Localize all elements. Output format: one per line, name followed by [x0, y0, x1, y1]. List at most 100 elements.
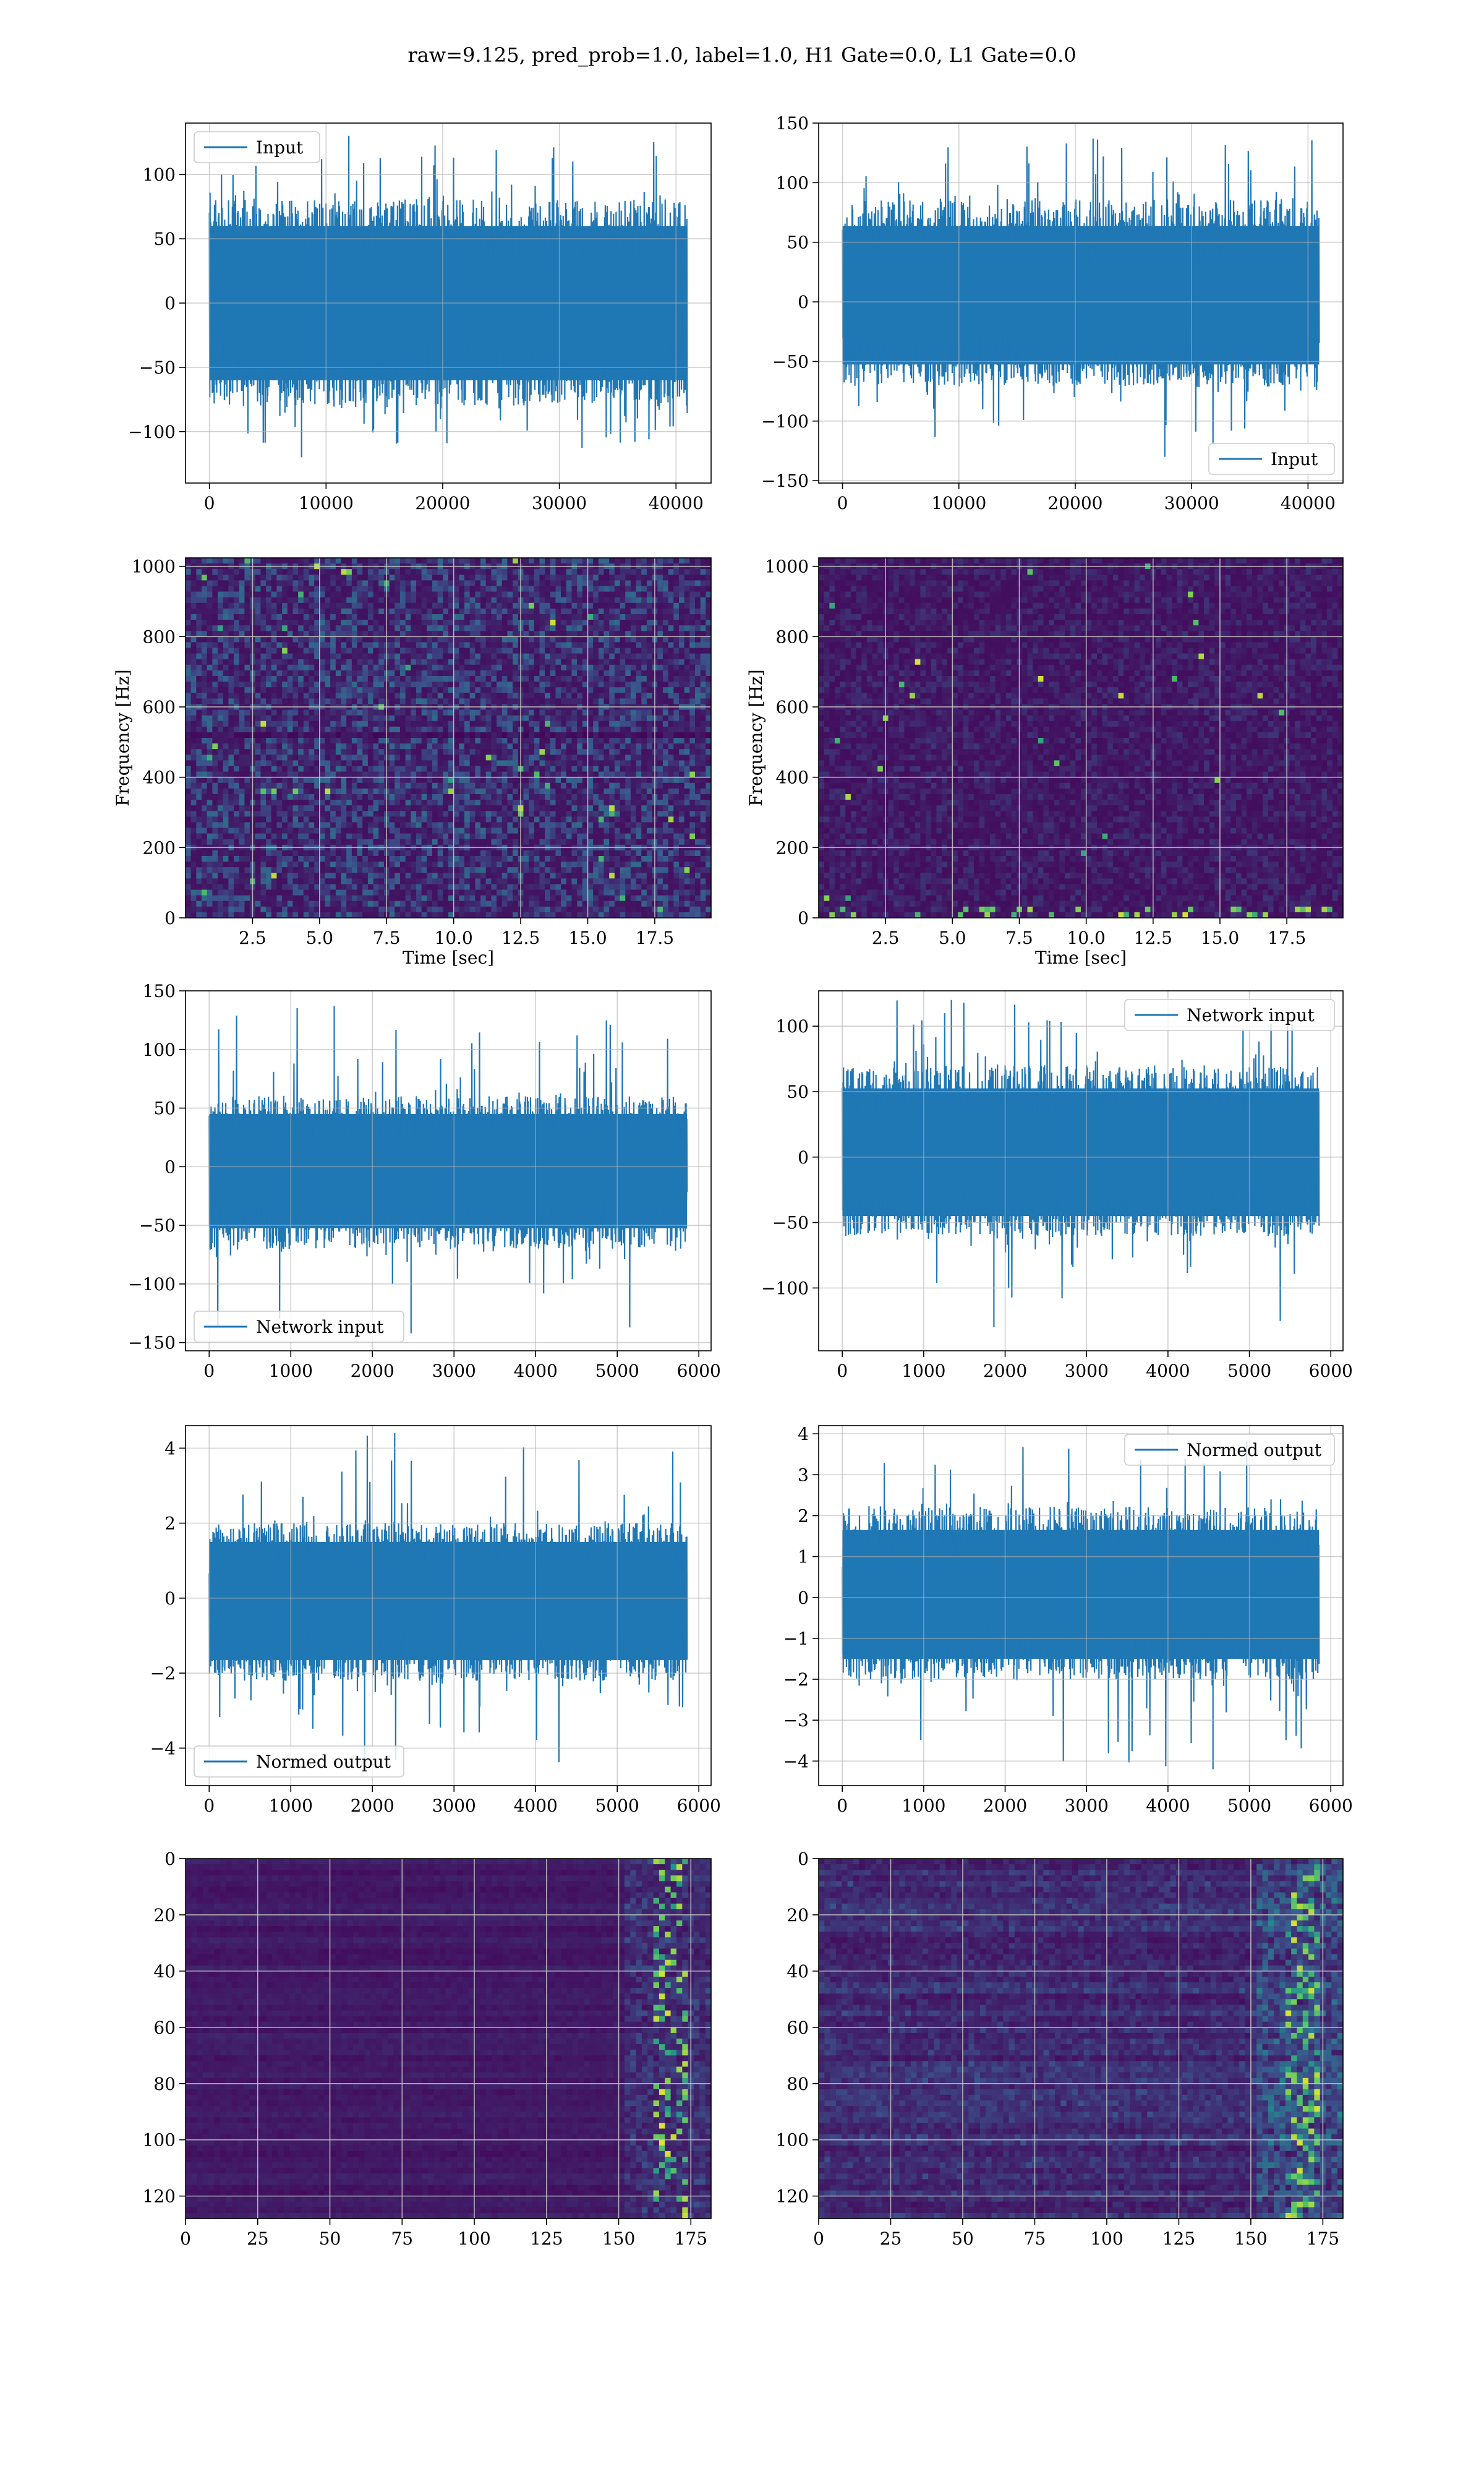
- y-tick-label: 400: [143, 768, 176, 788]
- x-tick-label: 20000: [1047, 493, 1102, 513]
- x-tick-label: 2000: [983, 1796, 1027, 1816]
- x-tick-label: 6000: [1309, 1361, 1353, 1381]
- y-tick-label: 600: [776, 697, 809, 717]
- y-tick-label: 50: [787, 233, 809, 253]
- x-tick-label: 25: [247, 2228, 269, 2249]
- y-tick-label: −100: [761, 1278, 809, 1298]
- x-tick-label: 2000: [351, 1361, 394, 1381]
- subplot-0: 0 10000 20000 30000 40000 −100 −50 0 50 100 Input: [128, 122, 712, 513]
- x-tick-label: 50: [952, 2228, 974, 2249]
- subplot-9: 0 25 50 75 100 125 150 175 0 20 40 60 80 100 120: [776, 1849, 1344, 2249]
- x-tick-label: 20000: [415, 493, 470, 513]
- y-axis-label: Frequency [Hz]: [113, 669, 133, 806]
- x-tick-label: 25: [880, 2228, 902, 2249]
- y-tick-label: 50: [153, 1098, 176, 1119]
- y-tick-label: 1: [798, 1547, 809, 1567]
- legend-label: Input: [1271, 449, 1318, 469]
- subplot-6: 0 1000 2000 3000 4000 5000 6000 −4 −2 0 2 4 Normed o…: [150, 1425, 721, 1816]
- y-tick-label: −100: [128, 422, 176, 442]
- y-tick-label: −1: [783, 1629, 809, 1649]
- y-tick-label: 0: [164, 1849, 176, 1869]
- x-tick-label: 0: [837, 1361, 848, 1381]
- y-tick-label: 20: [787, 1905, 809, 1925]
- x-tick-label: 3000: [1065, 1361, 1109, 1381]
- y-tick-label: 1000: [132, 557, 176, 577]
- y-tick-label: 2: [164, 1513, 176, 1534]
- y-tick-label: 80: [787, 2074, 809, 2094]
- y-tick-label: 200: [143, 837, 176, 858]
- x-tick-label: 12.5: [501, 928, 540, 948]
- y-tick-label: 100: [143, 1040, 176, 1060]
- legend: Input: [194, 131, 320, 163]
- subplot-8: 0 25 50 75 100 125 150 175 0 20 40 60 80 100 120: [143, 1849, 712, 2249]
- axes-frame: [185, 557, 712, 918]
- y-tick-label: 50: [787, 1082, 809, 1102]
- legend-box: [194, 1311, 404, 1343]
- x-tick-label: 0: [837, 493, 848, 513]
- legend-label: Network input: [256, 1317, 384, 1337]
- x-tick-label: 1000: [902, 1361, 945, 1381]
- axes-frame: [818, 557, 1344, 918]
- y-tick-label: 0: [798, 292, 809, 312]
- x-tick-label: 17.5: [636, 928, 674, 948]
- y-tick-label: 0: [164, 908, 176, 928]
- legend-label: Normed output: [1187, 1440, 1322, 1460]
- y-tick-label: 0: [798, 1588, 809, 1608]
- x-tick-label: 2.5: [872, 928, 900, 948]
- x-tick-label: 10.0: [435, 928, 473, 948]
- x-tick-label: 125: [1162, 2228, 1195, 2249]
- y-tick-label: −50: [139, 357, 176, 378]
- y-tick-label: −100: [761, 411, 809, 432]
- x-tick-label: 0: [204, 493, 215, 513]
- x-tick-label: 4000: [514, 1361, 558, 1381]
- axes-frame: [185, 1858, 712, 2219]
- x-tick-label: 5000: [595, 1796, 639, 1816]
- x-axis-label: Time [sec]: [1035, 948, 1127, 968]
- y-tick-label: 200: [776, 837, 809, 858]
- x-tick-label: 6000: [677, 1796, 721, 1816]
- y-tick-label: 50: [153, 229, 176, 249]
- x-tick-label: 5.0: [939, 928, 966, 948]
- y-tick-label: 4: [798, 1424, 809, 1444]
- y-tick-label: −4: [150, 1738, 176, 1758]
- y-tick-label: 0: [164, 1157, 176, 1177]
- x-tick-label: 150: [602, 2228, 635, 2249]
- legend-box: [1124, 999, 1335, 1031]
- figure-suptitle: raw=9.125, pred_prob=1.0, label=1.0, H1 …: [407, 43, 1076, 67]
- y-tick-label: 100: [143, 165, 176, 185]
- x-tick-label: 3000: [432, 1361, 476, 1381]
- y-tick-label: −4: [783, 1751, 809, 1771]
- y-tick-label: −50: [139, 1215, 176, 1236]
- x-tick-label: 7.5: [1005, 928, 1033, 948]
- axes-frame: [818, 1425, 1344, 1786]
- y-tick-label: 0: [798, 1849, 809, 1869]
- y-tick-label: 2: [798, 1506, 809, 1526]
- legend-box: [194, 1745, 404, 1778]
- legend: Network input: [194, 1311, 404, 1343]
- subplot-1: 0 10000 20000 30000 40000 −150 −100 −50 0 50 100 15…: [761, 113, 1344, 513]
- axes-frame: [818, 1858, 1344, 2219]
- x-tick-label: 100: [1090, 2228, 1123, 2249]
- y-tick-label: 400: [776, 768, 809, 788]
- x-tick-label: 0: [837, 1796, 848, 1816]
- x-tick-label: 0: [813, 2228, 824, 2249]
- y-tick-label: 100: [776, 173, 809, 193]
- x-tick-label: 2.5: [239, 928, 267, 948]
- axes-frame: [185, 1425, 712, 1786]
- y-tick-label: 0: [164, 1588, 176, 1609]
- legend: Normed output: [1124, 1434, 1335, 1466]
- x-tick-label: 3000: [432, 1796, 476, 1816]
- legend-box: [1208, 443, 1335, 475]
- x-tick-label: 0: [180, 2228, 191, 2249]
- x-tick-label: 4000: [1146, 1796, 1190, 1816]
- y-tick-label: 100: [143, 2130, 176, 2151]
- axes-frame: [185, 990, 712, 1351]
- x-tick-label: 30000: [532, 493, 587, 513]
- x-tick-label: 40000: [1281, 493, 1336, 513]
- legend-label: Network input: [1187, 1005, 1315, 1025]
- x-tick-label: 0: [203, 1796, 215, 1816]
- x-tick-label: 0: [203, 1361, 215, 1381]
- legend-label: Input: [256, 137, 304, 158]
- x-tick-label: 6000: [677, 1361, 721, 1381]
